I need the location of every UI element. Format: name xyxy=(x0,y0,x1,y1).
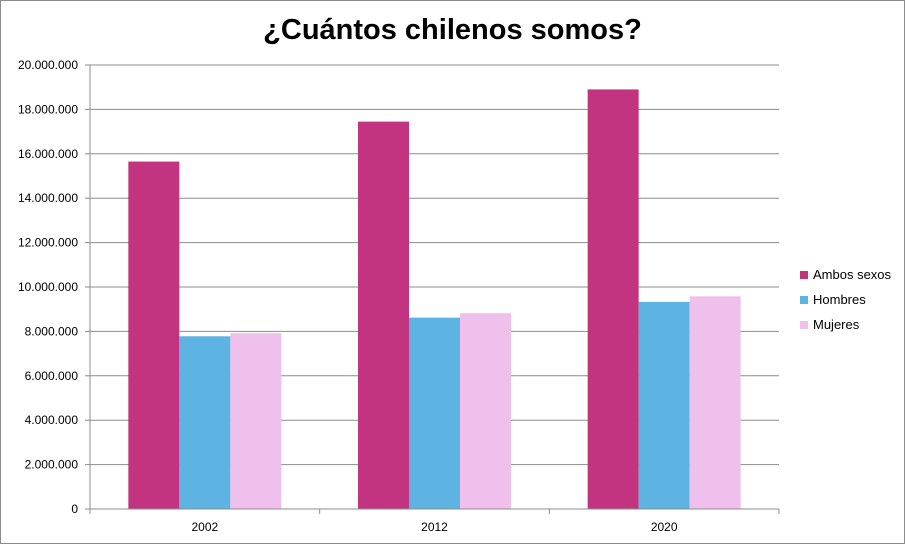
y-tick-label: 18.000.000 xyxy=(18,102,78,116)
bar-ambos-sexos-2012 xyxy=(358,121,409,510)
y-tick-label: 8.000.000 xyxy=(25,324,79,338)
x-tick-label: 2020 xyxy=(651,520,678,534)
y-tick-label: 20.000.000 xyxy=(18,58,78,72)
chart-title: ¿Cuántos chilenos somos? xyxy=(263,14,642,46)
y-tick-label: 12.000.000 xyxy=(18,236,78,250)
y-tick-label: 14.000.000 xyxy=(18,191,78,205)
x-axis-ticks: 2002 2012 2020 xyxy=(89,509,780,534)
y-tick-label: 4.000.000 xyxy=(25,413,79,427)
bar-mujeres-2002 xyxy=(230,333,282,509)
y-tick-label: 0 xyxy=(71,502,78,516)
bar-hombres-2012 xyxy=(409,317,460,509)
legend-item: Hombres xyxy=(800,287,891,312)
y-tick-label: 16.000.000 xyxy=(18,147,78,161)
bar-hombres-2020 xyxy=(638,301,690,509)
legend-label: Mujeres xyxy=(813,317,860,332)
legend-swatch xyxy=(800,320,808,329)
x-tick-label: 2002 xyxy=(191,520,218,534)
bar-ambos-sexos-2002 xyxy=(128,161,180,509)
bar-mujeres-2012 xyxy=(460,313,511,509)
legend-swatch xyxy=(800,295,808,304)
y-tick-label: 6.000.000 xyxy=(25,369,79,383)
y-tick-label: 10.000.000 xyxy=(18,280,78,294)
legend-label: Ambos sexos xyxy=(813,267,892,282)
y-tick-label: 2.000.000 xyxy=(25,458,79,472)
y-axis-ticks: 0 2.000.000 4.000.000 6.000.000 8.000.000 10.… xyxy=(18,58,90,516)
x-tick-label: 2012 xyxy=(421,520,448,534)
bars xyxy=(128,89,741,510)
legend: Ambos sexos Hombres Mujeres xyxy=(800,262,891,337)
bar-hombres-2002 xyxy=(179,336,231,509)
legend-item: Ambos sexos xyxy=(800,262,891,287)
legend-item: Mujeres xyxy=(800,312,891,337)
legend-swatch xyxy=(800,270,808,279)
bar-ambos-sexos-2020 xyxy=(587,89,639,510)
legend-label: Hombres xyxy=(813,292,866,307)
bar-mujeres-2020 xyxy=(689,296,741,509)
